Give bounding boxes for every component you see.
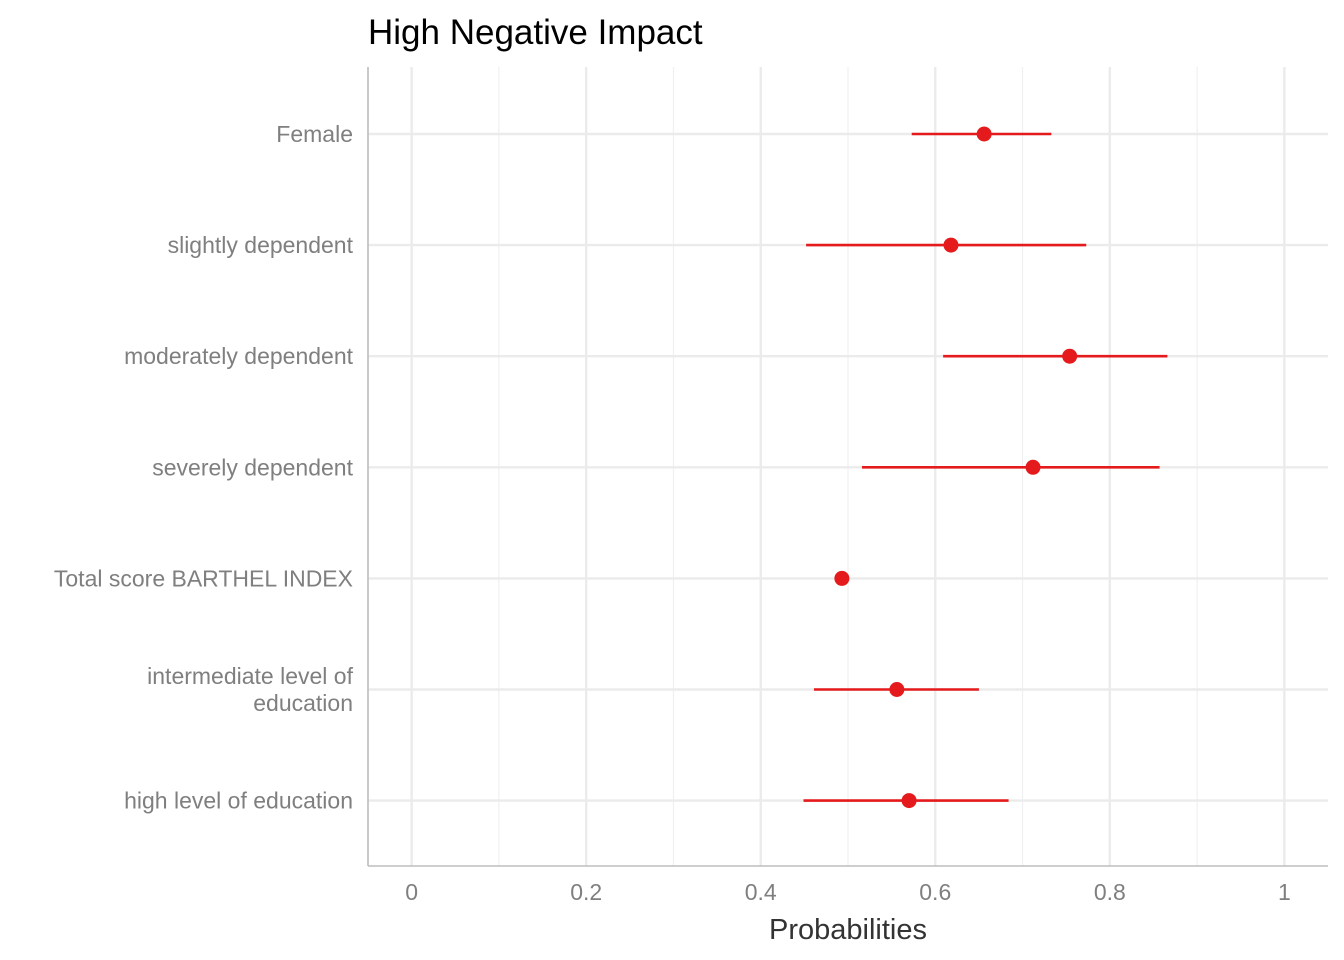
x-tick-label: 0.6 [919, 879, 951, 905]
y-tick-label: slightly dependent [168, 232, 354, 258]
y-tick-label: intermediate level of education [147, 663, 353, 716]
estimate-point [889, 682, 905, 697]
x-axis-title: Probabilities [769, 914, 927, 946]
estimate-point [976, 126, 992, 142]
estimate-point [901, 793, 917, 809]
y-tick-label: Female [276, 121, 353, 147]
x-tick-label: 1 [1278, 879, 1291, 905]
estimate-point [943, 237, 959, 253]
estimate-point [1062, 348, 1078, 364]
estimate-point [1025, 459, 1041, 475]
x-tick-label: 0.4 [745, 879, 777, 905]
x-axis-labels: 0 0.2 0.4 0.6 0.8 1 [405, 879, 1291, 905]
y-axis-labels: Female slightly dependent moderately depen… [54, 121, 354, 814]
x-tick-label: 0.8 [1094, 879, 1126, 905]
estimate-point [834, 570, 850, 586]
y-tick-label: moderately dependent [124, 343, 353, 369]
x-tick-label: 0.2 [570, 879, 602, 905]
x-tick-label: 0 [405, 879, 418, 905]
chart-title: High Negative Impact [368, 13, 703, 52]
y-tick-label: high level of education [124, 788, 353, 814]
data-marks [803, 126, 1168, 809]
y-tick-label: severely dependent [152, 454, 353, 480]
y-tick-label: Total score BARTHEL INDEX [54, 565, 353, 591]
